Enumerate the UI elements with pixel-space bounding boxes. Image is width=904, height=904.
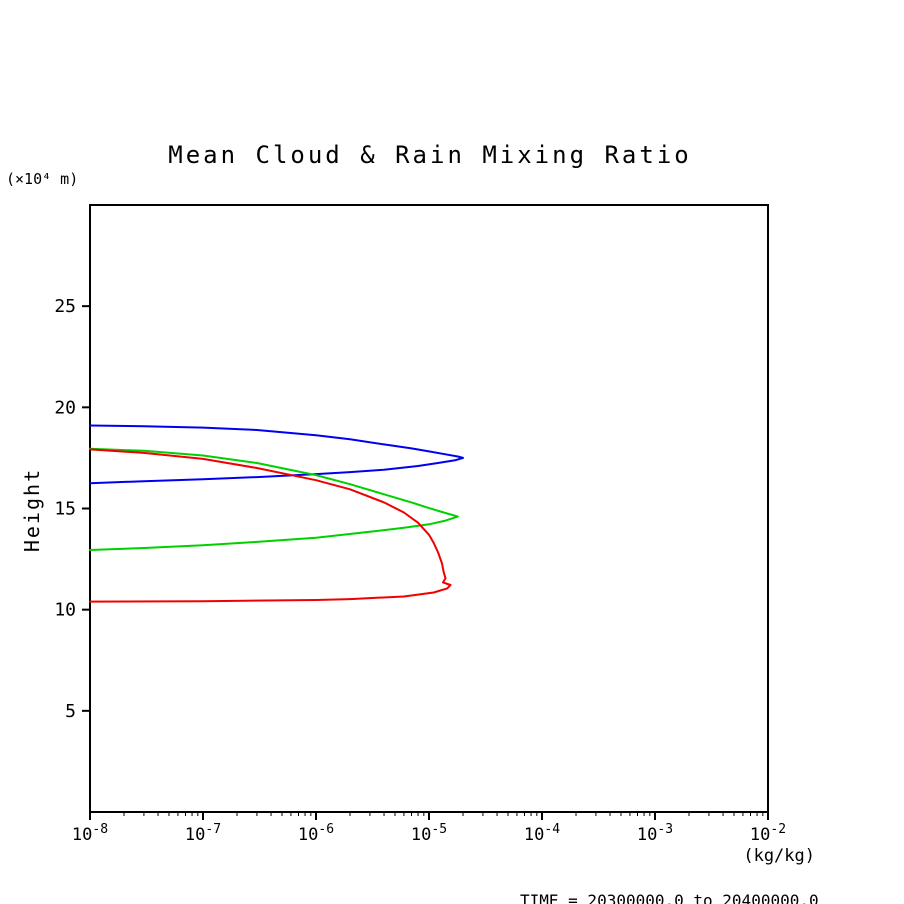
x-tick-label: 10-6 bbox=[298, 822, 334, 845]
y-tick-label: 10 bbox=[54, 600, 76, 621]
y-axis-units: (×10⁴ m) bbox=[6, 170, 79, 188]
x-tick-label: 10-8 bbox=[72, 822, 108, 845]
chart-title: Mean Cloud & Rain Mixing Ratio bbox=[168, 141, 692, 169]
series-red-curve bbox=[89, 448, 452, 603]
y-tick-label: 25 bbox=[54, 296, 76, 317]
x-tick-label: 10-5 bbox=[411, 822, 447, 845]
series-blue-curve bbox=[89, 424, 464, 485]
series-green-curve bbox=[89, 447, 459, 551]
x-tick-label: 10-4 bbox=[524, 822, 560, 845]
x-tick-label: 10-7 bbox=[185, 822, 221, 845]
x-tick-label: 10-2 bbox=[750, 822, 786, 845]
time-range-caption: TIME = 20300000.0 to 20400000.0 bbox=[520, 891, 819, 904]
x-axis-units: (kg/kg) bbox=[743, 846, 815, 866]
y-tick-label: 20 bbox=[54, 397, 76, 418]
y-tick-label: 5 bbox=[65, 701, 76, 722]
y-tick-label: 15 bbox=[54, 499, 76, 520]
x-tick-label: 10-3 bbox=[637, 822, 673, 845]
